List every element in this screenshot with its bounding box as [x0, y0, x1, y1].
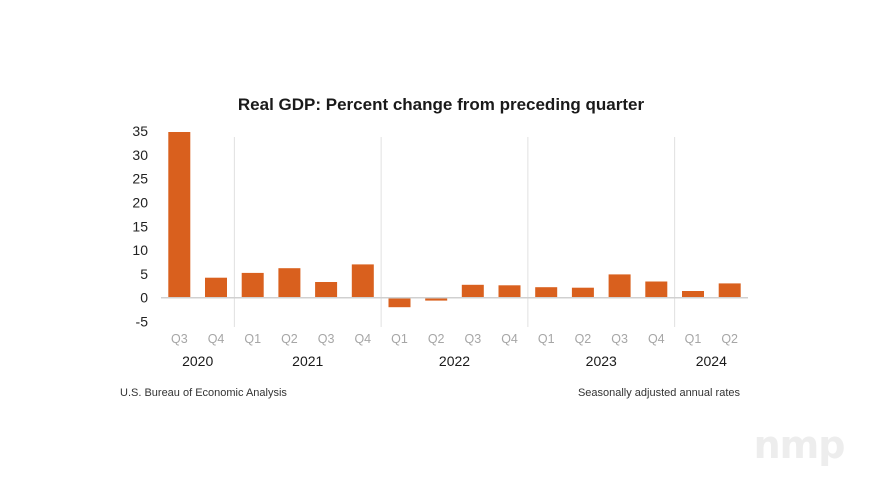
x-axis-quarter-labels: Q3 Q4 Q1 Q2 Q3 Q4 Q1 Q2 Q3 Q4 Q1 Q2 Q3 Q4 Q1 Q2: [171, 332, 738, 346]
rate-note: Seasonally adjusted annual rates: [578, 387, 741, 399]
year-separators: [233, 137, 676, 327]
bar-q3-0: [168, 132, 191, 298]
x-tick-label: Q1: [244, 332, 261, 346]
x-tick-label: Q2: [281, 332, 298, 346]
chart-title: Real GDP: Percent change from preceding …: [238, 95, 645, 114]
y-tick-label: 20: [132, 194, 148, 210]
bar-q3-8: [461, 284, 484, 298]
year-label-2021: 2021: [292, 353, 323, 369]
bars: [168, 132, 741, 308]
bar-q4-5: [351, 264, 374, 298]
x-tick-label: Q1: [538, 332, 555, 346]
year-label-2024: 2024: [696, 353, 727, 369]
bar-q4-13: [645, 281, 668, 298]
bar-q1-10: [535, 287, 558, 298]
bar-q3-4: [315, 282, 338, 298]
y-tick-label: -5: [136, 314, 149, 330]
x-axis-year-labels: 2020 2021 2022 2023 2024: [182, 353, 727, 369]
bar-q4-1: [205, 277, 227, 298]
year-label-2022: 2022: [439, 353, 470, 369]
y-axis-ticks: 35 30 25 20 15 10 5 0 -5: [132, 123, 148, 330]
bar-q1-2: [241, 272, 264, 298]
x-tick-label: Q2: [575, 332, 592, 346]
bar-q2-11: [571, 287, 594, 298]
x-tick-label: Q4: [208, 332, 225, 346]
y-tick-label: 0: [140, 290, 148, 306]
bar-q2-15: [718, 283, 741, 298]
x-tick-label: Q1: [391, 332, 408, 346]
x-tick-label: Q3: [318, 332, 335, 346]
x-tick-label: Q3: [611, 332, 628, 346]
x-tick-label: Q4: [501, 332, 518, 346]
x-tick-label: Q2: [721, 332, 738, 346]
y-tick-label: 15: [132, 218, 148, 234]
bar-q3-12: [608, 274, 631, 298]
x-tick-label: Q4: [354, 332, 371, 346]
y-tick-label: 30: [132, 147, 148, 163]
bar-q1-6: [388, 297, 411, 308]
year-label-2023: 2023: [586, 353, 617, 369]
y-tick-label: 10: [132, 242, 148, 258]
y-tick-label: 5: [140, 266, 148, 282]
y-tick-label: 25: [132, 171, 148, 187]
source-note: U.S. Bureau of Economic Analysis: [120, 387, 287, 399]
bar-q2-3: [278, 268, 301, 298]
x-tick-label: Q4: [648, 332, 665, 346]
x-tick-label: Q1: [685, 332, 702, 346]
bar-q2-7: [425, 297, 448, 301]
nmp-watermark-logo: nmp: [754, 423, 845, 467]
y-tick-label: 35: [132, 123, 148, 139]
bar-q1-14: [682, 291, 704, 298]
x-tick-label: Q2: [428, 332, 445, 346]
year-label-2020: 2020: [182, 353, 213, 369]
bar-q4-9: [498, 285, 521, 298]
x-tick-label: Q3: [465, 332, 482, 346]
x-tick-label: Q3: [171, 332, 188, 346]
